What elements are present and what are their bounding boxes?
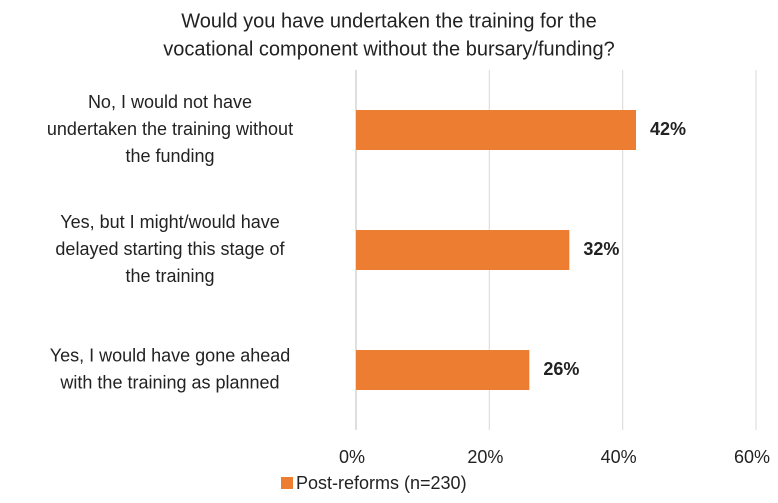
y-tick-label: with the training as planned xyxy=(59,372,279,392)
y-tick-label: Yes, but I might/would have xyxy=(60,212,279,232)
bar xyxy=(356,230,570,270)
x-tick-label: 60% xyxy=(734,447,770,467)
y-tick-label: the funding xyxy=(125,146,214,166)
chart-title: Would you have undertaken the training f… xyxy=(181,10,596,32)
y-tick-label: the training xyxy=(125,266,214,286)
data-label: 32% xyxy=(583,239,619,259)
y-tick-label: delayed starting this stage of xyxy=(55,239,285,259)
y-tick-label: undertaken the training without xyxy=(47,119,293,139)
x-tick-label: 40% xyxy=(601,447,637,467)
data-label: 42% xyxy=(650,119,686,139)
chart-title: vocational component without the bursary… xyxy=(163,38,614,60)
legend-label: Post-reforms (n=230) xyxy=(296,473,467,493)
data-label: 26% xyxy=(543,359,579,379)
y-tick-label: No, I would not have xyxy=(88,92,252,112)
x-tick-label: 0% xyxy=(339,447,365,467)
x-tick-label: 20% xyxy=(467,447,503,467)
legend-swatch xyxy=(281,477,293,489)
y-tick-label: Yes, I would have gone ahead xyxy=(50,345,291,365)
bar xyxy=(356,350,530,390)
bar xyxy=(356,110,636,150)
